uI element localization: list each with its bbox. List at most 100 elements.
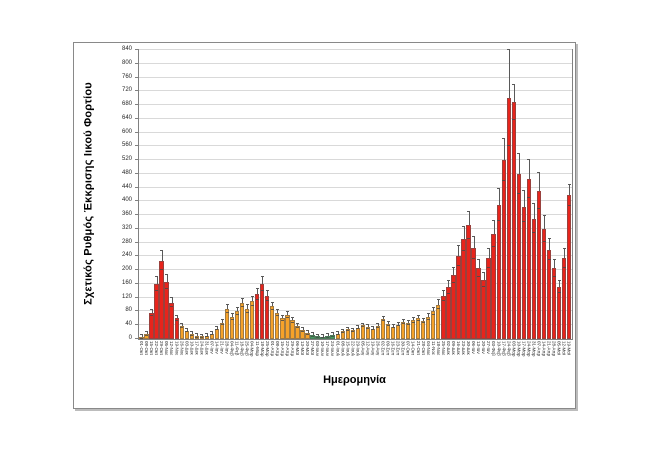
bar <box>461 239 466 339</box>
error-bar-cap-bottom <box>210 334 214 336</box>
y-tick-mark <box>135 90 138 92</box>
error-bar-cap-top <box>472 235 476 237</box>
x-tick-label: 10-Ιουν <box>320 341 326 356</box>
error-bar-cap-bottom <box>341 332 345 334</box>
error-bar-cap-bottom <box>456 265 460 267</box>
bar <box>486 258 491 339</box>
x-tick-label: 18-Νοε <box>435 341 441 356</box>
bar-slot <box>214 50 220 339</box>
bar-slot <box>204 50 210 339</box>
error-bar-upper <box>448 281 450 288</box>
error-bar-cap-top <box>441 289 445 291</box>
y-tick-label: 160 <box>121 279 132 286</box>
y-tick-mark <box>135 269 138 271</box>
x-tick-label: 10-Μαρ <box>516 341 522 357</box>
bar <box>546 249 552 339</box>
bar <box>501 160 506 339</box>
error-bar-cap-bottom <box>306 333 310 335</box>
bar <box>149 313 154 339</box>
error-bar-upper <box>458 246 460 257</box>
error-bar-upper <box>272 302 274 307</box>
bar-slot <box>350 50 355 339</box>
x-tick-label: 08-Απρ <box>274 341 280 357</box>
error-bar-cap-top <box>446 280 450 282</box>
y-tick-mark <box>135 104 138 106</box>
x-tick-label: 14-Ιαν <box>214 341 220 354</box>
y-tick-mark <box>135 172 138 174</box>
bar <box>219 322 225 339</box>
error-bar-cap-top <box>522 189 526 191</box>
gridline <box>139 90 572 92</box>
bar <box>159 260 164 339</box>
bar <box>340 331 345 339</box>
error-bar-cap-bottom <box>557 291 561 293</box>
x-tick-label: 19-Μαϊ <box>566 341 572 355</box>
x-tick-label: 01-Ιουλ <box>335 341 341 356</box>
x-tick-label: 26-Αυγ <box>375 341 381 356</box>
x-tick-label: 27-Μαϊ <box>310 341 316 355</box>
error-bar-cap-top <box>436 299 440 301</box>
error-bar-cap-bottom <box>190 334 194 336</box>
error-bar-cap-top <box>562 247 566 249</box>
error-bar-cap-bottom <box>165 288 169 290</box>
error-bar-upper <box>423 319 425 322</box>
bar <box>506 98 511 339</box>
y-tick-label: 120 <box>121 293 132 300</box>
error-bar-cap-top <box>487 247 491 249</box>
error-bar-upper <box>398 322 400 325</box>
bar-slot <box>466 50 471 339</box>
bar-slot <box>486 50 491 339</box>
y-tick-mark <box>135 241 138 243</box>
gridline <box>139 214 572 216</box>
error-bar-cap-top <box>265 289 269 291</box>
error-bar-cap-top <box>331 332 335 334</box>
y-tick-label: 640 <box>121 114 132 121</box>
bar-slot <box>426 50 431 339</box>
error-bar-cap-bottom <box>140 337 144 339</box>
y-tick-mark <box>135 255 138 257</box>
error-bar-upper <box>362 323 364 326</box>
bar <box>541 228 547 339</box>
error-bar-cap-bottom <box>225 311 229 313</box>
error-bar-cap-bottom <box>426 318 430 320</box>
bar-slot <box>184 50 189 339</box>
error-bar-cap-top <box>200 333 204 335</box>
x-tick-label: 07-Οκτ <box>405 341 411 356</box>
x-tick-label: 03-Μαρ <box>511 341 517 357</box>
error-bar-upper <box>191 332 193 335</box>
x-tick-label: 30-Δεκ <box>466 341 472 355</box>
y-tick-label: 360 <box>121 211 132 218</box>
bar-slot <box>531 50 537 339</box>
bar <box>189 334 194 339</box>
bar-slot <box>154 50 159 339</box>
error-bar-cap-top <box>557 279 561 281</box>
error-bar-cap-top <box>321 333 325 335</box>
error-bar-upper <box>171 298 173 303</box>
error-bar-cap-top <box>275 308 279 310</box>
error-bar-cap-bottom <box>290 321 294 323</box>
x-tick-label: 24-Ιουν <box>330 341 336 356</box>
x-tick-label: 25-Φεβ <box>244 341 250 356</box>
bar-slot <box>265 50 270 339</box>
error-bar-cap-bottom <box>311 335 315 337</box>
error-bar-cap-top <box>185 328 189 330</box>
gridline <box>139 76 572 78</box>
error-bar-cap-bottom <box>406 324 410 326</box>
y-tick-label: 680 <box>121 101 132 108</box>
error-bar-cap-top <box>160 250 164 252</box>
error-bar-upper <box>549 238 551 250</box>
gridline <box>139 255 572 257</box>
error-bar-upper <box>473 236 475 248</box>
x-tick-label: 18-Μαρ <box>259 341 265 357</box>
error-bar-cap-top <box>280 314 284 316</box>
error-bar-cap-top <box>170 297 174 299</box>
error-bar-cap-bottom <box>185 331 189 333</box>
error-bar-cap-top <box>386 321 390 323</box>
x-axis-title: Ημερομηνία <box>323 374 386 386</box>
error-bar-cap-bottom <box>552 276 556 278</box>
bar <box>390 326 396 339</box>
bar <box>209 333 215 339</box>
error-bar-upper <box>544 215 546 229</box>
error-bar-upper <box>483 272 485 280</box>
x-tick-label: 24-Μαρ <box>526 341 532 357</box>
